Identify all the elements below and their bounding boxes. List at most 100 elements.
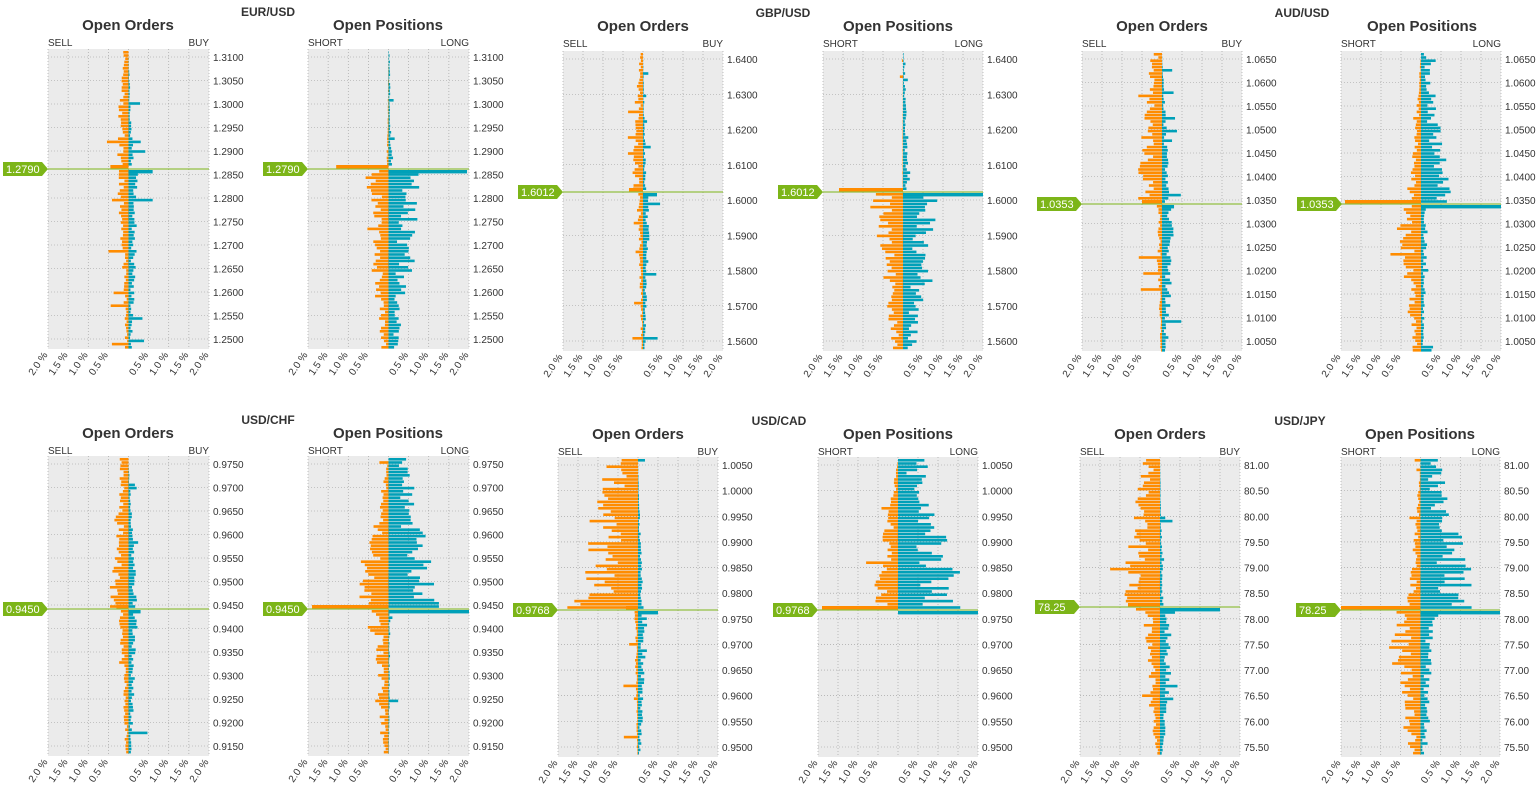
sell-bar	[377, 528, 389, 531]
sell-bar	[1411, 230, 1421, 234]
buy-bar	[128, 176, 137, 179]
buy-bar	[128, 147, 132, 150]
buy-bar	[388, 586, 415, 589]
current-price-label: 0.9768	[776, 605, 810, 617]
buy-bar	[128, 493, 131, 496]
x-tick-label: 0.5 %	[642, 352, 666, 379]
buy-bar	[1160, 523, 1161, 526]
buy-bar	[388, 483, 403, 487]
sell-bar	[614, 574, 638, 577]
pair-label: GBP/USD	[756, 6, 811, 20]
sell-bar	[1153, 620, 1160, 624]
sell-bar	[602, 487, 638, 491]
sell-bar	[635, 161, 643, 165]
buy-bar	[1162, 230, 1174, 234]
buy-bar	[388, 458, 407, 461]
sell-bar	[1413, 590, 1421, 593]
buy-bar	[898, 606, 961, 609]
price-tick-label: 1.2750	[473, 218, 504, 229]
current-price-label: 1.0353	[1040, 199, 1074, 211]
buy-bar	[388, 310, 395, 314]
sell-bar	[122, 67, 129, 70]
x-tick-label: 1.0 %	[577, 758, 601, 785]
sell-bar	[902, 149, 903, 152]
buy-bar	[638, 630, 645, 633]
sell-bar	[1403, 208, 1421, 211]
buy-bar	[1420, 500, 1444, 504]
buy-bar	[643, 94, 647, 98]
buy-bar	[1420, 571, 1464, 574]
x-tick-label: 2.0 %	[1479, 758, 1503, 785]
buy-bar	[1162, 256, 1171, 259]
buy-bar	[128, 156, 134, 160]
price-tick-label: 1.0050	[722, 461, 753, 472]
buy-bar	[898, 494, 917, 497]
buy-bar	[643, 324, 646, 327]
chart-title: Open Orders	[82, 17, 174, 34]
buy-bar	[128, 304, 131, 307]
x-tick-label: 0.5 %	[897, 758, 921, 785]
buy-bar	[388, 67, 390, 70]
sell-bar	[638, 228, 643, 231]
price-tick-label: 1.5800	[727, 267, 758, 278]
buy-bar	[1162, 97, 1164, 101]
sell-bar	[387, 134, 389, 137]
sell-bar	[381, 346, 389, 349]
price-tick-label: 1.0250	[1246, 243, 1277, 254]
buy-bar	[903, 85, 905, 88]
sell-bar	[126, 259, 129, 263]
buy-bar	[388, 693, 390, 696]
sell-bar	[119, 99, 129, 102]
sell-bar	[1135, 529, 1160, 532]
sell-bar	[890, 327, 903, 330]
buy-bar	[638, 636, 644, 640]
sell-bar	[639, 78, 643, 82]
buy-bar	[1421, 107, 1436, 110]
sell-bar	[124, 718, 129, 722]
buy-bar	[638, 691, 643, 694]
buy-bar	[1160, 627, 1169, 630]
buy-bar	[903, 202, 928, 206]
current-price-label: 0.9450	[266, 604, 300, 616]
sell-bar	[371, 198, 389, 202]
sell-bar	[890, 503, 898, 507]
sell-bar	[117, 560, 129, 563]
buy-bar	[388, 467, 408, 471]
buy-bar	[643, 91, 644, 94]
sell-bar	[1147, 523, 1160, 526]
buy-bar	[1160, 516, 1166, 520]
buy-bar	[643, 253, 647, 257]
sell-bar	[123, 531, 129, 535]
pair-label: USD/JPY	[1274, 414, 1325, 428]
buy-bar	[638, 617, 647, 620]
price-tick-label: 0.9150	[473, 742, 504, 753]
sell-bar	[611, 587, 638, 590]
buy-bar	[638, 684, 642, 688]
buy-bar	[1160, 535, 1162, 539]
sell-bar	[1153, 139, 1162, 142]
price-tick-label: 77.50	[1244, 640, 1269, 651]
sell-bar	[640, 292, 643, 295]
buy-bar	[128, 616, 135, 619]
buy-bar	[638, 587, 643, 590]
sell-bar	[375, 282, 389, 285]
buy-bar	[128, 342, 131, 346]
buy-bar	[128, 595, 137, 599]
buy-bar	[1162, 307, 1166, 310]
sell-bar	[1160, 326, 1162, 330]
buy-bar	[1162, 313, 1169, 317]
buy-bar	[388, 550, 413, 554]
buy-bar	[128, 182, 136, 186]
side-label-left: SHORT	[308, 38, 343, 49]
sell-bar	[386, 474, 389, 477]
price-tick-label: 0.9650	[473, 507, 504, 518]
price-tick-label: 0.9450	[473, 601, 504, 612]
sell-bar	[1153, 720, 1160, 723]
price-tick-label: 77.00	[1244, 666, 1269, 677]
sell-bar	[122, 234, 129, 237]
sell-bar	[380, 731, 389, 735]
x-tick-label: 2.0 %	[448, 757, 472, 784]
buy-bar	[903, 205, 925, 209]
buy-bar	[643, 225, 649, 228]
sell-bar	[373, 211, 389, 215]
